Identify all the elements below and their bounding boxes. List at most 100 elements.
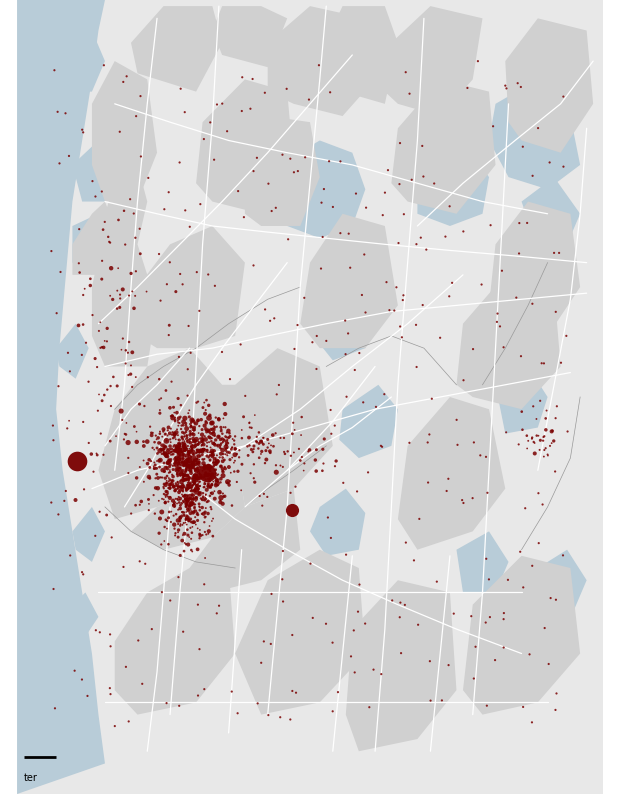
Point	[200, 470, 210, 483]
Point	[168, 475, 178, 488]
Point	[157, 471, 167, 484]
Point	[174, 464, 184, 476]
Point	[289, 166, 299, 179]
Point	[187, 444, 197, 457]
Point	[528, 169, 538, 182]
Point	[177, 473, 187, 486]
Point	[149, 462, 159, 475]
Polygon shape	[538, 549, 587, 611]
Point	[198, 491, 208, 503]
Point	[206, 472, 216, 484]
Point	[188, 471, 198, 484]
Point	[187, 461, 197, 474]
Point	[201, 461, 211, 473]
Point	[203, 467, 213, 480]
Point	[125, 193, 135, 206]
Point	[187, 499, 197, 511]
Point	[172, 464, 182, 476]
Point	[184, 500, 194, 513]
Point	[186, 492, 196, 505]
Point	[179, 481, 188, 494]
Point	[552, 687, 562, 700]
Point	[102, 322, 112, 335]
Polygon shape	[73, 202, 115, 275]
Point	[417, 140, 427, 152]
Point	[187, 484, 197, 496]
Point	[542, 404, 552, 417]
Point	[139, 454, 149, 467]
Point	[311, 363, 321, 376]
Point	[127, 346, 137, 359]
Point	[194, 461, 204, 473]
Point	[185, 445, 195, 458]
Point	[247, 72, 257, 85]
Point	[230, 430, 240, 443]
Point	[399, 208, 409, 221]
Point	[202, 449, 212, 462]
Point	[196, 461, 206, 473]
Point	[175, 410, 185, 423]
Point	[218, 463, 228, 476]
Point	[380, 187, 390, 199]
Point	[162, 443, 172, 456]
Point	[190, 454, 200, 467]
Point	[283, 445, 293, 457]
Point	[135, 499, 144, 511]
Point	[190, 501, 200, 514]
Point	[174, 457, 184, 469]
Point	[179, 439, 188, 452]
Point	[186, 450, 196, 463]
Point	[532, 430, 542, 442]
Point	[206, 487, 216, 499]
Point	[257, 499, 267, 512]
Point	[363, 466, 373, 479]
Point	[200, 526, 210, 538]
Point	[206, 427, 216, 440]
Point	[209, 461, 219, 473]
Point	[164, 538, 174, 550]
Point	[285, 152, 295, 165]
Point	[192, 471, 202, 484]
Point	[183, 512, 193, 525]
Point	[254, 437, 264, 449]
Point	[515, 545, 525, 558]
Point	[170, 484, 180, 497]
Point	[216, 460, 226, 472]
Polygon shape	[417, 141, 489, 226]
Point	[213, 430, 223, 443]
Point	[175, 442, 185, 455]
Point	[263, 441, 273, 454]
Point	[166, 422, 176, 435]
Point	[549, 434, 559, 447]
Point	[534, 537, 544, 549]
Point	[198, 445, 208, 458]
Point	[173, 518, 183, 530]
Point	[191, 495, 201, 507]
Point	[314, 59, 324, 71]
Point	[192, 438, 202, 451]
Point	[186, 462, 196, 475]
Point	[198, 438, 208, 451]
Point	[179, 459, 188, 472]
Polygon shape	[92, 226, 157, 367]
Point	[192, 469, 202, 482]
Point	[316, 262, 326, 275]
Point	[412, 360, 422, 373]
Point	[335, 227, 345, 240]
Point	[111, 430, 121, 442]
Point	[200, 516, 210, 529]
Point	[173, 493, 183, 506]
Point	[177, 419, 187, 432]
Point	[182, 495, 192, 507]
Point	[191, 446, 201, 459]
Point	[253, 697, 263, 710]
Polygon shape	[310, 488, 365, 556]
Point	[182, 492, 192, 505]
Point	[170, 413, 180, 426]
Point	[188, 469, 198, 482]
Point	[174, 434, 184, 446]
Point	[184, 463, 194, 476]
Point	[184, 442, 194, 455]
Point	[324, 155, 334, 168]
Point	[188, 506, 198, 518]
